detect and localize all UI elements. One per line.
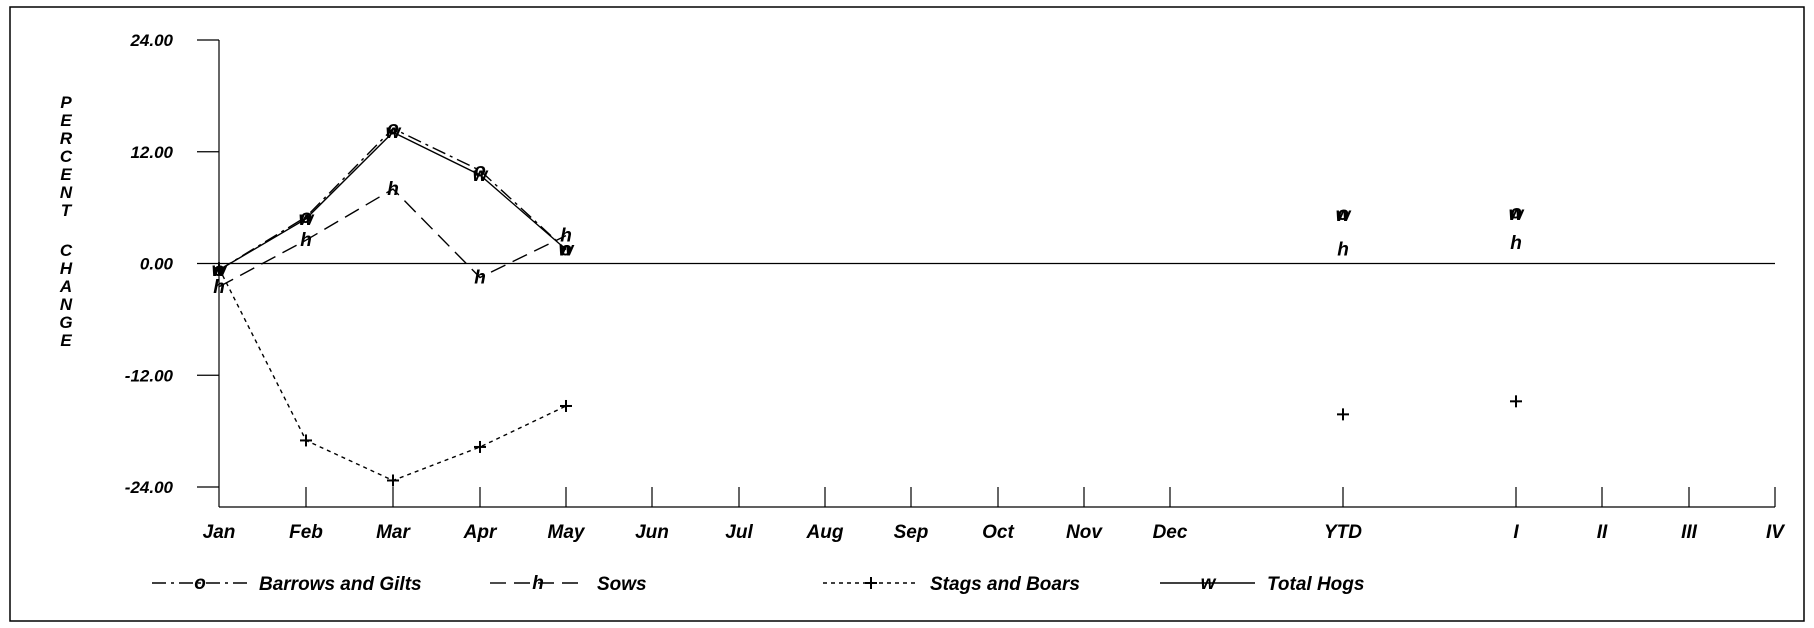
data-point: w bbox=[212, 260, 228, 281]
x-tick-label: Feb bbox=[289, 522, 323, 543]
data-point: o bbox=[300, 207, 312, 228]
data-point: o bbox=[560, 240, 572, 261]
x-tick-label: Sep bbox=[894, 522, 929, 543]
legend-marker: h bbox=[532, 573, 544, 594]
series-line bbox=[218, 267, 567, 482]
ytd-point: o bbox=[1337, 204, 1349, 225]
data-point: w bbox=[473, 165, 489, 186]
data-point bbox=[387, 474, 399, 487]
data-point: h bbox=[387, 179, 399, 200]
quarter-point bbox=[1510, 395, 1522, 408]
data-point: h bbox=[560, 226, 572, 247]
y-axis-label-letter: C bbox=[60, 147, 73, 166]
ytd-point: h bbox=[1337, 240, 1349, 261]
data-point: w bbox=[299, 209, 315, 230]
data-point bbox=[300, 434, 312, 447]
x-tick-label: May bbox=[548, 522, 586, 543]
x-tick-label: II bbox=[1597, 522, 1608, 543]
y-axis-label-letter: P bbox=[60, 93, 72, 112]
series-layer: ooooooohhhhhhhwwwwwww bbox=[212, 118, 1525, 487]
data-point: h bbox=[474, 267, 486, 288]
legend-marker: w bbox=[1201, 573, 1217, 594]
y-axis-label-letter: R bbox=[60, 129, 73, 148]
x-tick-label: Aug bbox=[806, 522, 844, 543]
y-tick-label: 12.00 bbox=[130, 143, 173, 162]
data-point bbox=[560, 399, 572, 412]
legend-marker: o bbox=[194, 573, 206, 594]
y-axis-label-letter: E bbox=[60, 111, 72, 130]
ytd-point bbox=[1337, 408, 1349, 421]
y-axis-label-letter: N bbox=[60, 183, 73, 202]
series-stags-and-boars bbox=[213, 262, 1522, 487]
series-barrows-and-gilts: ooooooo bbox=[213, 118, 1522, 281]
chart-frame bbox=[9, 6, 1805, 622]
data-point bbox=[474, 440, 486, 453]
ytd-point: w bbox=[1336, 205, 1352, 226]
series-line bbox=[218, 188, 567, 288]
x-tick-label: Apr bbox=[463, 522, 498, 543]
x-tick-label: III bbox=[1681, 522, 1698, 543]
x-tick-label: Jul bbox=[725, 522, 753, 543]
legend-label: Barrows and Gilts bbox=[259, 574, 422, 595]
y-tick-label: 0.00 bbox=[140, 255, 174, 274]
data-point: w bbox=[559, 240, 575, 261]
data-point: h bbox=[300, 230, 312, 251]
y-axis-label-letter: G bbox=[59, 313, 72, 332]
series-sows: h h h h h h h bbox=[213, 179, 1522, 298]
legend-item: Stags and Boars bbox=[823, 574, 1080, 595]
x-tick-label: IV bbox=[1766, 522, 1785, 543]
axes: 24.00 12.00 0.00 -12.00 -24.00 Jan Feb Mar Apr Ma… bbox=[125, 31, 1786, 543]
quarter-point: o bbox=[1510, 202, 1522, 223]
legend: o Barrows and Gilts h Sows Stags and Boars w T… bbox=[152, 573, 1364, 595]
data-point: h bbox=[213, 277, 225, 298]
x-tick-label: I bbox=[1513, 522, 1519, 543]
legend-item: h Sows bbox=[490, 573, 647, 595]
data-point: o bbox=[474, 160, 486, 181]
quarter-point: w bbox=[1509, 204, 1525, 225]
series-total-hogs: w w w w w w w bbox=[212, 122, 1525, 281]
legend-label: Sows bbox=[597, 574, 647, 595]
y-tick-label: -12.00 bbox=[125, 366, 174, 385]
legend-label: Stags and Boars bbox=[930, 574, 1080, 595]
legend-label: Total Hogs bbox=[1267, 574, 1364, 595]
x-tick-label: Oct bbox=[982, 522, 1014, 543]
x-tick-label: Mar bbox=[376, 522, 411, 543]
legend-item: w Total Hogs bbox=[1160, 573, 1364, 595]
x-tick-label: Jan bbox=[203, 522, 236, 543]
series-line bbox=[218, 131, 567, 271]
x-tick-label: Dec bbox=[1153, 522, 1188, 543]
y-axis-label-letter: A bbox=[59, 277, 72, 296]
y-axis-label-letter: N bbox=[60, 295, 73, 314]
y-axis-label-letter: C bbox=[60, 241, 73, 260]
quarter-point: h bbox=[1510, 233, 1522, 254]
data-point: w bbox=[386, 122, 402, 143]
legend-item: o Barrows and Gilts bbox=[152, 573, 422, 595]
x-tick-label: YTD bbox=[1324, 522, 1362, 543]
y-axis-label-letter: H bbox=[60, 259, 73, 278]
y-axis-label-letter: T bbox=[61, 201, 73, 220]
y-axis-label-letter: E bbox=[60, 331, 72, 350]
y-tick-label: 24.00 bbox=[129, 31, 173, 50]
x-tick-label: Nov bbox=[1066, 522, 1103, 543]
data-point: o bbox=[387, 118, 399, 139]
x-tick-label: Jun bbox=[635, 522, 669, 543]
series-line bbox=[218, 127, 567, 271]
y-axis-label-letter: E bbox=[60, 165, 72, 184]
y-tick-label: -24.00 bbox=[125, 478, 174, 497]
legend-marker bbox=[865, 577, 877, 589]
